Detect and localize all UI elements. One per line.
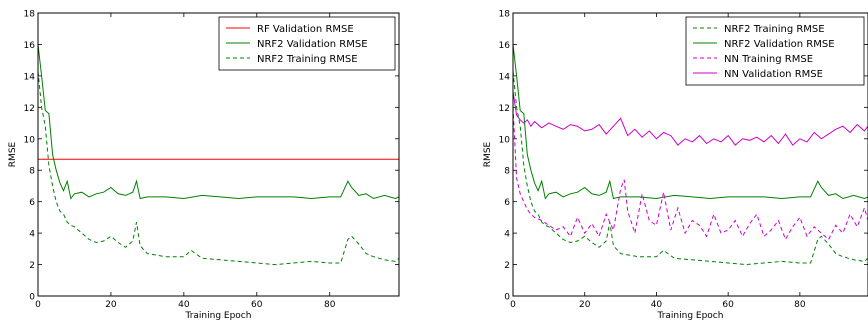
y-tick-label: 0 [504,293,510,303]
y-tick-label: 14 [24,72,36,82]
legend-label-4: NN Validation RMSE [724,69,823,80]
series-line-3 [38,71,399,266]
x-tick-label: 60 [251,300,263,310]
x-tick-label: 20 [105,300,117,310]
x-tick-label: 0 [510,300,516,310]
y-tick-label: 18 [24,10,36,20]
y-tick-label: 14 [499,72,511,82]
plot-frame [512,12,868,297]
y-tick-label: 18 [499,10,511,20]
y-axis-label: RMSE [8,141,18,167]
x-axis-label: Training Epoch [657,311,724,321]
legend-label-2: NRF2 Validation RMSE [257,39,368,50]
legend: NRF2 Training RMSE NRF2 Validation RMSE NN… [685,16,865,86]
y-tick-label: 8 [29,167,35,177]
y-tick-label: 6 [504,198,510,208]
x-tick-label: 80 [324,300,336,310]
legend-label-2: NRF2 Validation RMSE [724,39,835,50]
y-tick-label: 10 [499,135,511,145]
legend-label-1: NRF2 Training RMSE [724,24,825,35]
x-axis-label: Training Epoch [185,311,252,321]
series-line-1 [513,71,868,266]
y-tick-label: 12 [24,104,35,114]
x-tick-label: 40 [178,300,190,310]
series-line-4 [513,91,868,146]
chart-panel-2: 0 2 4 6 8 10 12 14 16 18 0 20 40 60 80 Training Epoch RM… [483,10,868,321]
legend-box [218,16,396,71]
legend-label-3: NN Training RMSE [724,54,813,65]
y-tick-label: 2 [504,261,510,271]
plot-frame [37,12,400,297]
legend-label-3: NRF2 Training RMSE [257,54,358,65]
series-line-2 [513,44,868,200]
series-line-2 [38,44,399,200]
x-tick-label: 80 [794,300,806,310]
x-tick-label: 20 [579,300,591,310]
y-tick-label: 16 [499,41,511,51]
y-tick-label: 4 [29,230,35,240]
y-tick-label: 6 [29,198,35,208]
y-tick-label: 2 [29,261,35,271]
y-axis-label: RMSE [483,141,493,167]
y-tick-label: 4 [504,230,510,240]
series-line-3 [513,107,868,241]
y-tick-label: 16 [24,41,36,51]
x-tick-label: 40 [651,300,663,310]
x-tick-label: 60 [722,300,734,310]
y-tick-label: 10 [24,135,36,145]
legend-label-1: RF Validation RMSE [257,24,354,35]
y-tick-label: 12 [499,104,510,114]
y-tick-label: 0 [29,293,35,303]
y-tick-label: 8 [504,167,510,177]
chart-panel-1: 0 2 4 6 8 10 12 14 16 18 0 20 40 60 80 Training Epoch RM… [8,10,400,321]
legend: RF Validation RMSE NRF2 Validation RMSE NR… [218,16,396,71]
x-tick-label: 0 [35,300,41,310]
